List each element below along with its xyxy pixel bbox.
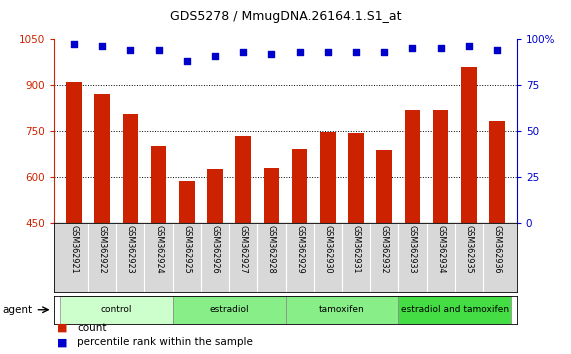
Bar [172, 296, 286, 324]
Text: GSM362933: GSM362933 [408, 225, 417, 274]
Point [70, 42, 79, 47]
Text: GSM362935: GSM362935 [464, 225, 473, 274]
Text: GSM362925: GSM362925 [182, 225, 191, 274]
Bar [235, 136, 251, 223]
Text: GDS5278 / MmugDNA.26164.1.S1_at: GDS5278 / MmugDNA.26164.1.S1_at [170, 10, 401, 23]
Bar [461, 67, 477, 223]
Text: GSM362929: GSM362929 [295, 225, 304, 274]
Text: count: count [77, 323, 107, 333]
Point [351, 49, 360, 55]
Text: control: control [100, 305, 132, 314]
Point [98, 44, 107, 49]
Bar [489, 121, 505, 223]
Point [295, 49, 304, 55]
Point [239, 49, 248, 55]
Bar [94, 94, 110, 223]
Point [436, 45, 445, 51]
Text: GSM362934: GSM362934 [436, 225, 445, 274]
Text: GSM362930: GSM362930 [323, 225, 332, 274]
Bar [264, 169, 279, 223]
Text: tamoxifen: tamoxifen [319, 305, 365, 314]
Bar [376, 150, 392, 223]
Point [380, 49, 389, 55]
Text: GSM362922: GSM362922 [98, 225, 107, 274]
Text: ■: ■ [57, 337, 67, 347]
Bar [207, 169, 223, 223]
Bar [399, 296, 511, 324]
Bar [179, 181, 195, 223]
Text: GSM362928: GSM362928 [267, 225, 276, 274]
Bar [348, 133, 364, 223]
Bar [405, 109, 420, 223]
Text: percentile rank within the sample: percentile rank within the sample [77, 337, 253, 347]
Text: estradiol and tamoxifen: estradiol and tamoxifen [401, 305, 509, 314]
Text: GSM362921: GSM362921 [70, 225, 78, 274]
Text: GSM362936: GSM362936 [493, 225, 501, 274]
Text: GSM362926: GSM362926 [211, 225, 219, 274]
Bar [60, 296, 172, 324]
Bar [151, 146, 166, 223]
Bar [66, 82, 82, 223]
Point [464, 44, 473, 49]
Point [154, 47, 163, 53]
Bar [123, 114, 138, 223]
Text: estradiol: estradiol [210, 305, 249, 314]
Point [408, 45, 417, 51]
Bar [433, 110, 448, 223]
Bar [320, 132, 336, 223]
Point [211, 53, 220, 58]
Text: GSM362923: GSM362923 [126, 225, 135, 274]
Text: GSM362932: GSM362932 [380, 225, 389, 274]
Text: GSM362931: GSM362931 [352, 225, 360, 274]
Bar [286, 296, 399, 324]
Bar [292, 149, 307, 223]
Point [126, 47, 135, 53]
Text: GSM362924: GSM362924 [154, 225, 163, 274]
Text: agent: agent [3, 305, 33, 315]
Text: GSM362927: GSM362927 [239, 225, 248, 274]
Text: ■: ■ [57, 323, 67, 333]
Point [182, 58, 191, 64]
Point [492, 47, 501, 53]
Point [267, 51, 276, 57]
Point [323, 49, 332, 55]
